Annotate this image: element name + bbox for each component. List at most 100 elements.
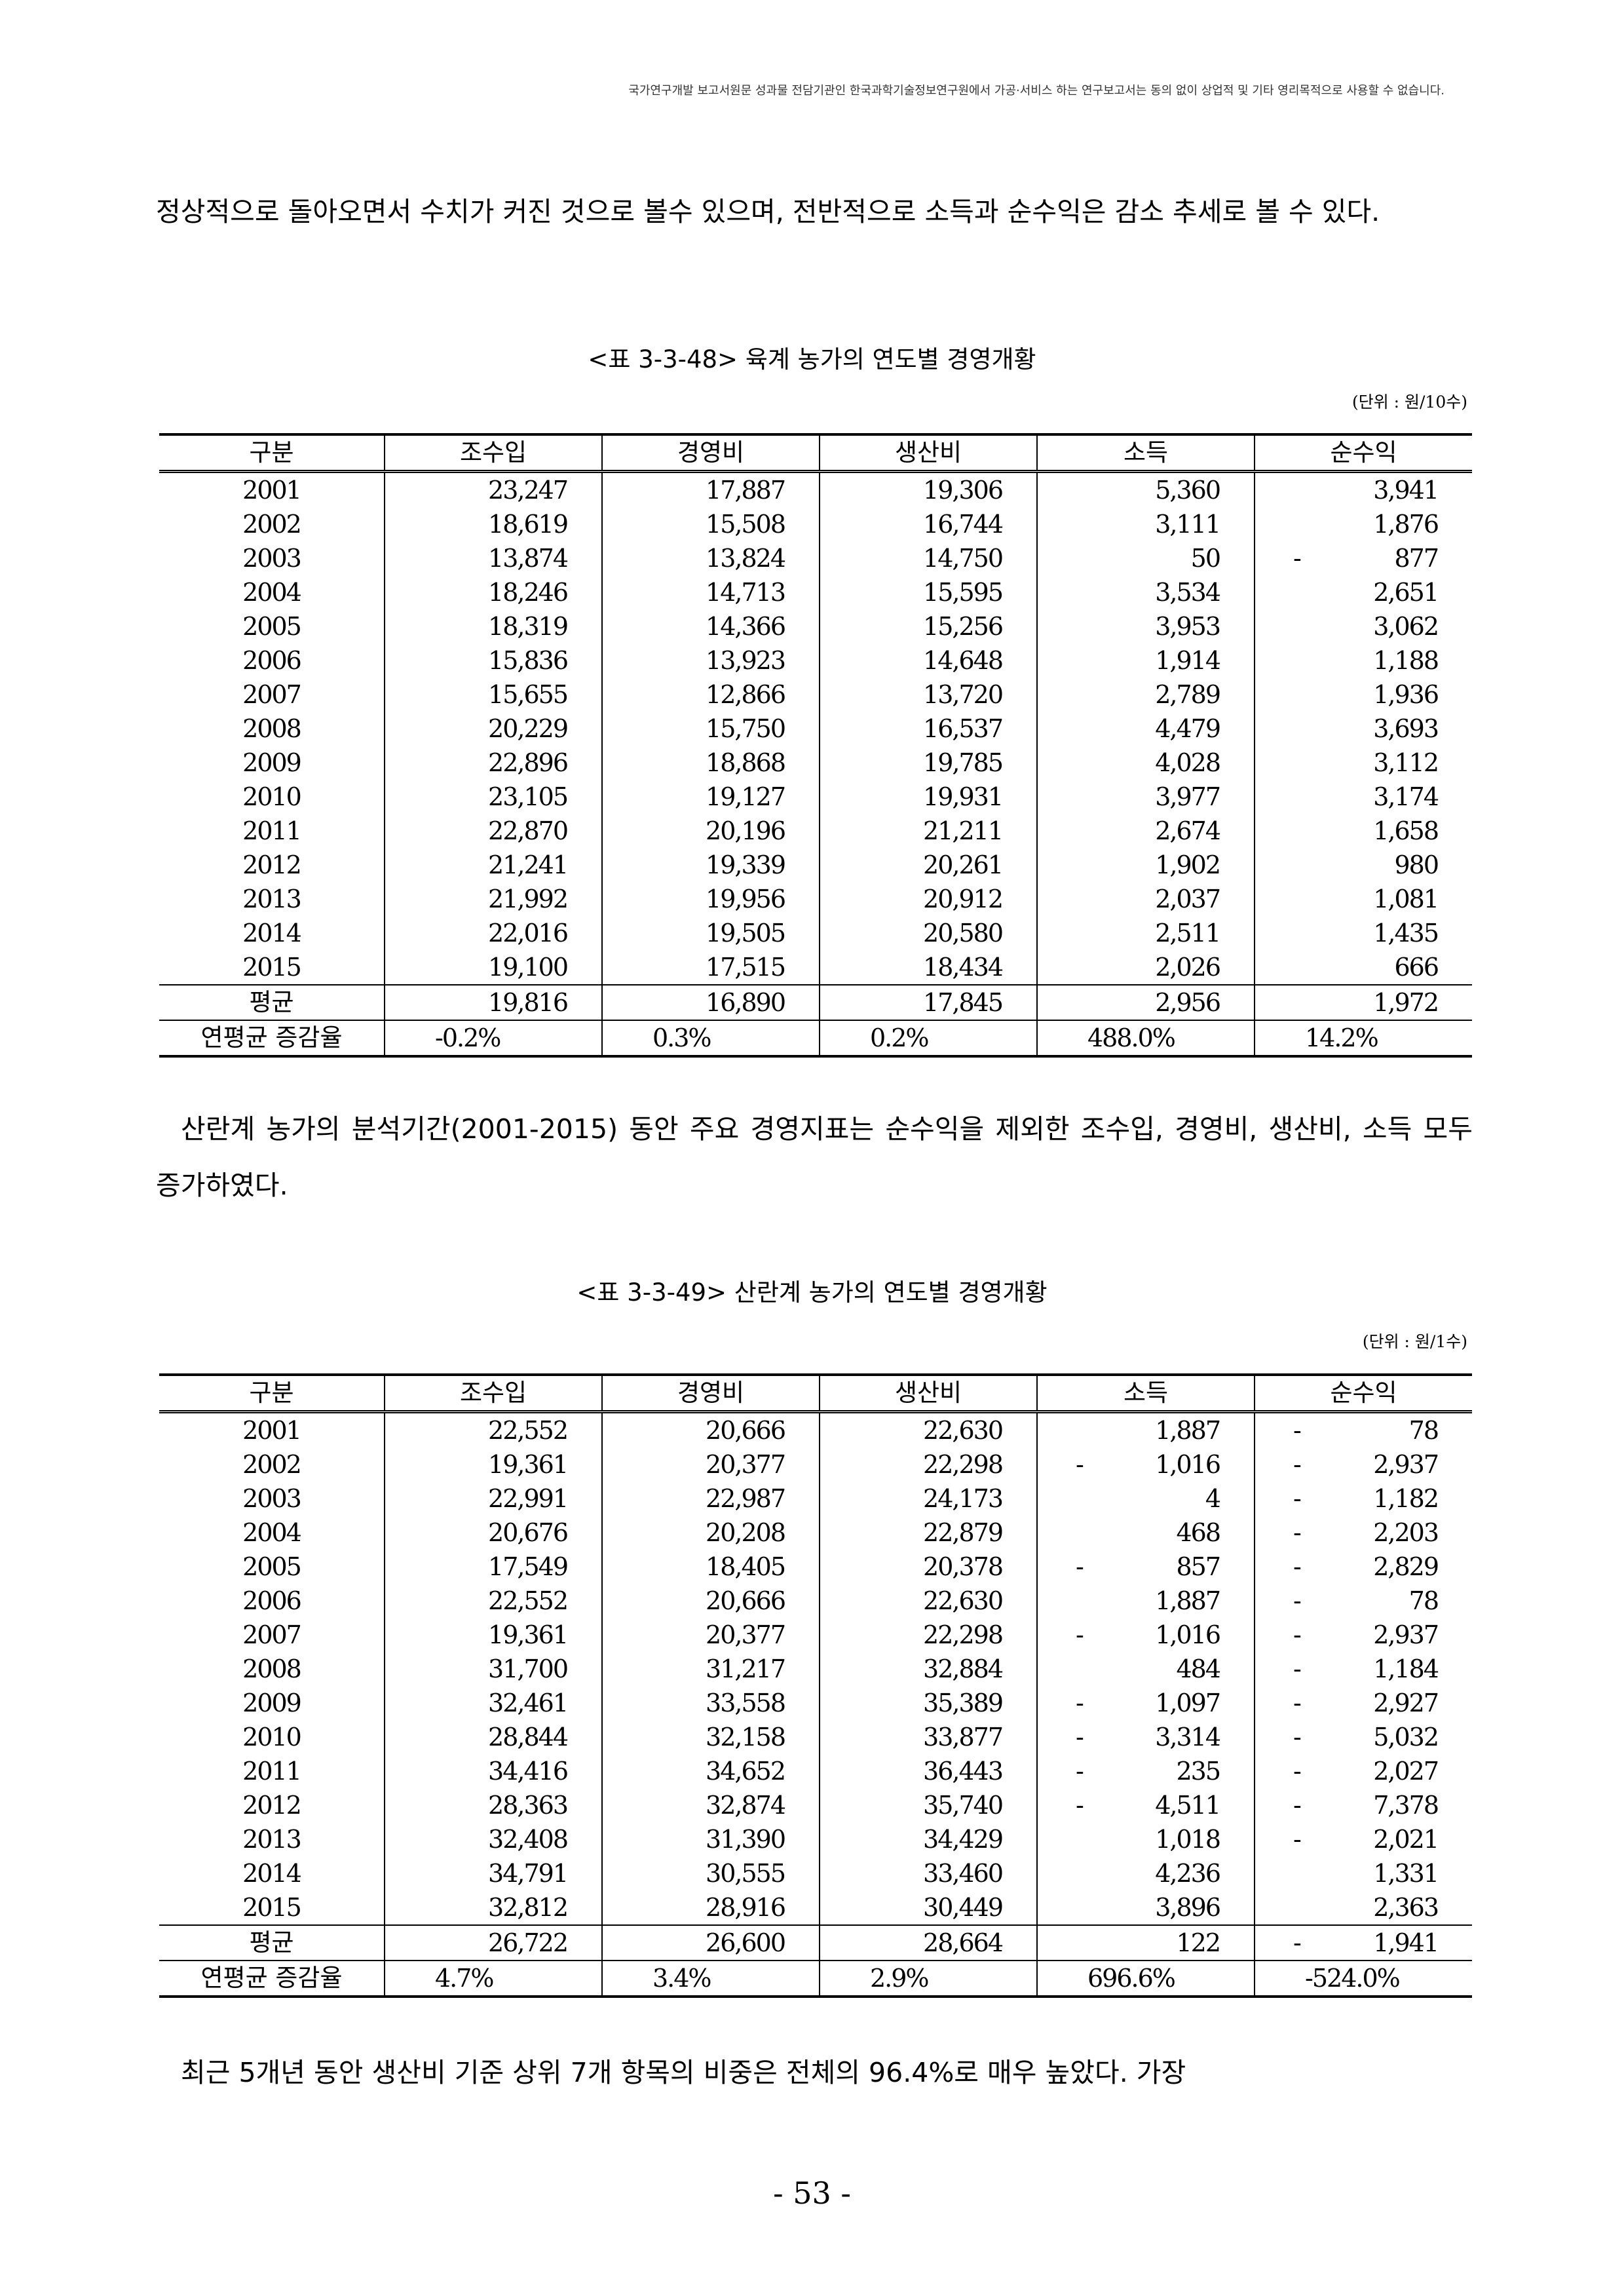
table-cell: 19,306	[819, 471, 1037, 507]
row-label: 평균	[159, 1924, 385, 1961]
table-cell: 3,534	[1036, 575, 1255, 609]
table-cell: 19,785	[819, 746, 1037, 780]
table-cell: 28,664	[819, 1924, 1037, 1961]
table-cell: 26,722	[384, 1924, 602, 1961]
table-cell: 19,931	[819, 780, 1037, 814]
row-year: 2006	[242, 646, 302, 675]
row-year: 2006	[242, 1586, 302, 1615]
negative-sign: -	[1076, 1552, 1084, 1581]
table-cell: - 1,016	[1036, 1618, 1255, 1652]
cell-value: 78	[1408, 1416, 1439, 1445]
table-cell: 20,666	[601, 1411, 820, 1447]
table-cell: 16,744	[819, 507, 1037, 541]
table-cell: 19,127	[601, 780, 820, 814]
table-cell: 13,923	[601, 643, 820, 678]
table-cell: 4,236	[1036, 1856, 1255, 1890]
table-cell: 31,217	[601, 1652, 820, 1686]
table-cell: - 1,184	[1254, 1652, 1472, 1686]
cell-value: 235	[1176, 1757, 1221, 1786]
table-cell: 13,720	[819, 678, 1037, 712]
table-cell: 30,449	[819, 1890, 1037, 1925]
table-cell: 22,630	[819, 1584, 1037, 1618]
table-unit-48: (단위 : 원/10수)	[1351, 392, 1467, 411]
table-cell: 21,992	[384, 882, 602, 916]
table-cell: 0.3%	[601, 1020, 820, 1058]
negative-sign: -	[1293, 1450, 1302, 1479]
table-cell: 1,331	[1254, 1856, 1472, 1890]
table-cell: 20,261	[819, 848, 1037, 882]
table-row: 2001 22,552 20,666 22,630 1,887 - 78	[159, 1411, 1472, 1447]
table-cell: 24,173	[819, 1482, 1037, 1516]
table-cell: 31,390	[601, 1822, 820, 1856]
cell-value: 4,511	[1155, 1791, 1221, 1820]
table-cell: 18,434	[819, 950, 1037, 985]
table-row: 2008 31,700 31,217 32,884 484 - 1,184	[159, 1652, 1472, 1686]
table-cell: - 2,927	[1254, 1686, 1472, 1720]
table-caption-48: <표 3-3-48> 육계 농가의 연도별 경영개황	[588, 345, 1036, 373]
table-cell: 34,429	[819, 1822, 1037, 1856]
table-cell: 20,378	[819, 1550, 1037, 1584]
table-cell: 2,363	[1254, 1890, 1472, 1925]
table-cell: 33,558	[601, 1686, 820, 1720]
table-row: 2002 18,619 15,508 16,744 3,111 1,876	[159, 507, 1472, 541]
table-cell: 1,936	[1254, 678, 1472, 712]
negative-sign: -	[1293, 1416, 1302, 1445]
table-row: 2009 32,461 33,558 35,389 - 1,097 - 2,927	[159, 1686, 1472, 1720]
row-year: 2010	[242, 782, 302, 811]
row-year: 2008	[242, 1655, 302, 1683]
table-cell: - 7,378	[1254, 1788, 1472, 1822]
table-cell: 3,941	[1254, 471, 1472, 507]
paragraph-top: 정상적으로 돌아오면서 수치가 커진 것으로 볼수 있으며, 전반적으로 소득과…	[156, 196, 1380, 227]
table-cell: 34,791	[384, 1856, 602, 1890]
table-row: 2001 23,247 17,887 19,306 5,360 3,941	[159, 471, 1472, 507]
table-row: 2004 20,676 20,208 22,879 468 - 2,203	[159, 1516, 1472, 1550]
row-year: 2008	[242, 714, 302, 743]
cell-value: 2,927	[1373, 1689, 1439, 1717]
table-cell: 14.2%	[1254, 1020, 1472, 1058]
paragraph-middle: 산란계 농가의 분석기간(2001-2015) 동안 주요 경영지표는 순수익을…	[156, 1113, 1473, 1201]
table-row: 2015 32,812 28,916 30,449 3,896 2,363	[159, 1890, 1472, 1925]
table-cell: 50	[1036, 541, 1255, 575]
negative-sign: -	[1076, 1791, 1084, 1820]
table-cell: 19,339	[601, 848, 820, 882]
negative-sign: -	[1293, 1689, 1302, 1717]
paragraph-bottom: 최근 5개년 동안 생산비 기준 상위 7개 항목의 비중은 전체의 96.4%…	[181, 2057, 1186, 2088]
row-year: 2003	[242, 1484, 302, 1513]
table-cell: 15,508	[601, 507, 820, 541]
table-cell: 20,676	[384, 1516, 602, 1550]
row-year: 2004	[242, 578, 302, 607]
table-cell: 20,912	[819, 882, 1037, 916]
row-year: 2003	[242, 544, 302, 573]
table-header-row: 구분 조수입 경영비 생산비 소득 순수익	[159, 1373, 1472, 1413]
negative-sign: -	[1293, 1928, 1302, 1957]
table-cell: 2,674	[1036, 814, 1255, 848]
table-cell: 19,956	[601, 882, 820, 916]
table-cell: 20,208	[601, 1516, 820, 1550]
table-cell: -524.0%	[1254, 1960, 1472, 1998]
negative-sign: -	[1293, 1825, 1302, 1854]
negative-sign: -	[1293, 544, 1302, 573]
table-cell: 2,037	[1036, 882, 1255, 916]
table-cell: 19,816	[384, 984, 602, 1020]
table-cell: 18,619	[384, 507, 602, 541]
table-cell: - 857	[1036, 1550, 1255, 1584]
table-cell: 14,713	[601, 575, 820, 609]
table-cell: 16,890	[601, 984, 820, 1020]
table-cell: - 877	[1254, 541, 1472, 575]
row-year: 2009	[242, 1689, 302, 1717]
table-cell: 20,377	[601, 1447, 820, 1482]
table-cell: 32,461	[384, 1686, 602, 1720]
table-cell: 3,896	[1036, 1890, 1255, 1925]
table-cell: - 2,021	[1254, 1822, 1472, 1856]
table-row: 2002 19,361 20,377 22,298 - 1,016 - 2,937	[159, 1447, 1472, 1482]
negative-sign: -	[1293, 1586, 1302, 1615]
table-cell: - 78	[1254, 1411, 1472, 1447]
column-header: 경영비	[601, 433, 820, 473]
table-cell: 0.2%	[819, 1020, 1037, 1058]
table-cell: 17,887	[601, 471, 820, 507]
table-cell: 20,377	[601, 1618, 820, 1652]
column-header: 구분	[159, 1373, 385, 1413]
table-cell: 19,361	[384, 1447, 602, 1482]
table-cell: 14,750	[819, 541, 1037, 575]
table-cell: 3,112	[1254, 746, 1472, 780]
